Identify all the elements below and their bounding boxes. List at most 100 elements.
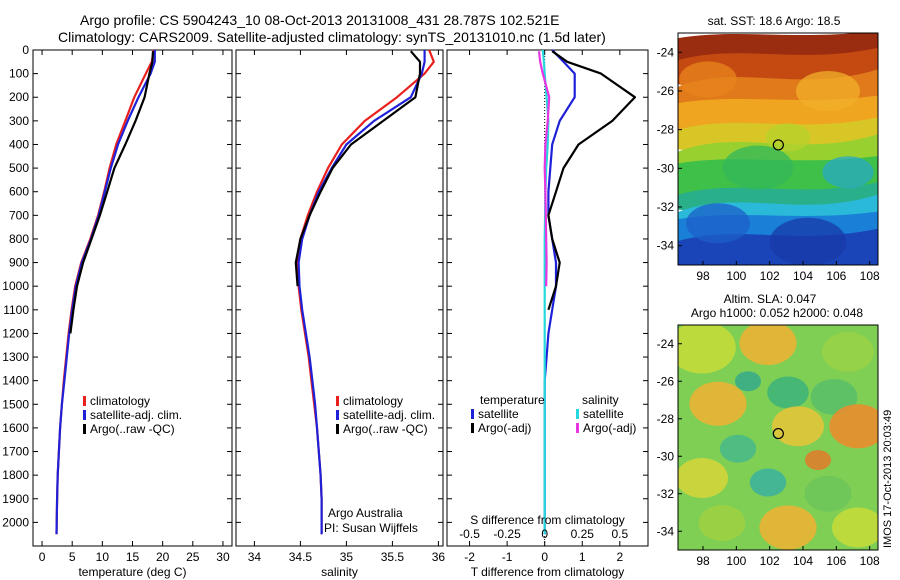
sla-color-patch xyxy=(767,376,809,409)
x-tick-label: 0 xyxy=(39,550,46,564)
sla-color-patch xyxy=(749,468,787,497)
y-tick-label: 0 xyxy=(22,43,29,57)
top-tick-label: 0.5 xyxy=(611,527,628,541)
top-tick-label: -0.5 xyxy=(459,527,480,541)
legend-swatch xyxy=(336,396,339,406)
sla-map-title: Altim. SLA: 0.047 xyxy=(724,292,817,306)
map-y-tick-label: -28 xyxy=(657,412,675,426)
pi-label: PI: Susan Wijffels xyxy=(324,521,418,535)
sla-color-patch xyxy=(678,458,728,498)
sla-color-patch xyxy=(829,404,878,449)
map-frame xyxy=(677,32,879,266)
top-tick-label: 0.25 xyxy=(571,527,595,541)
x-axis-label: T difference from climatology xyxy=(471,565,625,579)
map-y-tick-label: -30 xyxy=(657,449,675,463)
y-tick-label: 400 xyxy=(9,137,29,151)
sst-color-patch xyxy=(796,71,860,111)
x-tick-label: 25 xyxy=(186,550,200,564)
legend-header-salinity: salinity xyxy=(582,393,619,407)
map-y-tick-label: -34 xyxy=(657,239,675,253)
y-tick-label: 1300 xyxy=(2,350,29,364)
series-line-satellite-adj-clim- xyxy=(55,50,156,535)
x-tick-label: 5 xyxy=(69,550,76,564)
map-x-tick-label: 104 xyxy=(793,269,813,283)
legend-swatch xyxy=(83,424,86,434)
top-tick-label: -0.25 xyxy=(493,527,521,541)
map-y-tick-label: -24 xyxy=(657,337,675,351)
sla-color-patch xyxy=(772,406,824,447)
sla-color-patch xyxy=(735,371,761,392)
y-tick-label: 1700 xyxy=(2,445,29,459)
legend-label: Argo(-adj) xyxy=(478,421,531,435)
plot-frame xyxy=(235,49,444,547)
y-tick-label: 200 xyxy=(9,90,29,104)
sst-color-patch xyxy=(765,123,811,152)
y-tick-label: 300 xyxy=(9,114,29,128)
x-tick-label: 10 xyxy=(96,550,110,564)
y-tick-label: 800 xyxy=(9,232,29,246)
y-tick-label: 2000 xyxy=(2,515,29,529)
map-x-tick-label: 100 xyxy=(726,269,746,283)
y-tick-label: 100 xyxy=(9,67,29,81)
map-x-tick-label: 108 xyxy=(860,269,880,283)
x-tick-label: -1 xyxy=(502,550,513,564)
salinity-panel: 34 34.5 35 35.5 36 salinity climatologysatelli… xyxy=(235,49,446,579)
map-frame xyxy=(677,324,879,551)
legend-swatch xyxy=(336,424,339,434)
legend-label: satellite xyxy=(583,407,624,421)
x-tick-label: 35 xyxy=(340,550,354,564)
x-tick-label: -2 xyxy=(464,550,475,564)
x-tick-label: 15 xyxy=(126,550,140,564)
y-tick-label: 1200 xyxy=(2,326,29,340)
x-tick-label: 30 xyxy=(216,550,230,564)
y-tick-label: 1800 xyxy=(2,468,29,482)
series-line-satellite-adj-clim- xyxy=(297,50,426,535)
sla-color-patch xyxy=(698,505,746,541)
legend-header-temperature: temperature xyxy=(480,393,545,407)
sla-color-patch xyxy=(678,325,736,374)
series-line-argo-adj- xyxy=(547,50,637,311)
map-y-tick-label: -30 xyxy=(657,161,675,175)
x-tick-label: 0 xyxy=(541,550,548,564)
imos-timestamp: IMOS 17-Oct-2013 20:03:49 xyxy=(882,410,894,548)
x-tick-label: 34.5 xyxy=(289,550,313,564)
legend-label: satellite-adj. clim. xyxy=(90,408,182,422)
sst-color-patch xyxy=(679,61,737,98)
top-tick-label: 0 xyxy=(541,527,548,541)
top-axis-label: S difference from climatology xyxy=(470,513,625,527)
legend-label: satellite xyxy=(478,407,519,421)
sla-color-patch xyxy=(689,381,747,426)
x-tick-label: 34 xyxy=(248,550,262,564)
map-x-tick-label: 108 xyxy=(860,554,880,568)
sst-color-patch xyxy=(722,145,794,190)
legend-label: satellite-adj. clim. xyxy=(343,408,435,422)
legend-swatch xyxy=(83,396,86,406)
sla-color-patch xyxy=(739,325,797,365)
series-line-argo-raw-qc- xyxy=(69,51,155,334)
map-x-tick-label: 104 xyxy=(793,554,813,568)
series-line-argo-adj- xyxy=(537,51,551,287)
x-tick-label: 2 xyxy=(616,550,623,564)
map-x-tick-label: 102 xyxy=(760,554,780,568)
legend-swatch xyxy=(576,423,579,433)
y-tick-label: 500 xyxy=(9,161,29,175)
map-y-tick-label: -32 xyxy=(657,487,675,501)
x-tick-label: 36 xyxy=(432,550,446,564)
map-x-tick-label: 98 xyxy=(696,269,710,283)
map-x-tick-label: 106 xyxy=(826,269,846,283)
map-field xyxy=(678,325,878,550)
map-y-tick-label: -28 xyxy=(657,123,675,137)
sla-color-patch xyxy=(832,507,878,548)
map-x-tick-label: 100 xyxy=(726,554,746,568)
y-tick-label: 1400 xyxy=(2,374,29,388)
legend-label: Argo(-adj) xyxy=(583,421,636,435)
title-line-2: Climatology: CARS2009. Satellite-adjuste… xyxy=(58,29,606,45)
legend-swatch xyxy=(336,410,339,420)
map-y-tick-label: -24 xyxy=(657,45,675,59)
sla-color-patch xyxy=(805,450,831,470)
temperature-panel: 0 5 10 15 20 25 300100200300400500600700800900… xyxy=(2,43,233,579)
sst-map-title: sat. SST: 18.6 Argo: 18.5 xyxy=(708,14,841,28)
sst-color-patch xyxy=(769,217,847,265)
